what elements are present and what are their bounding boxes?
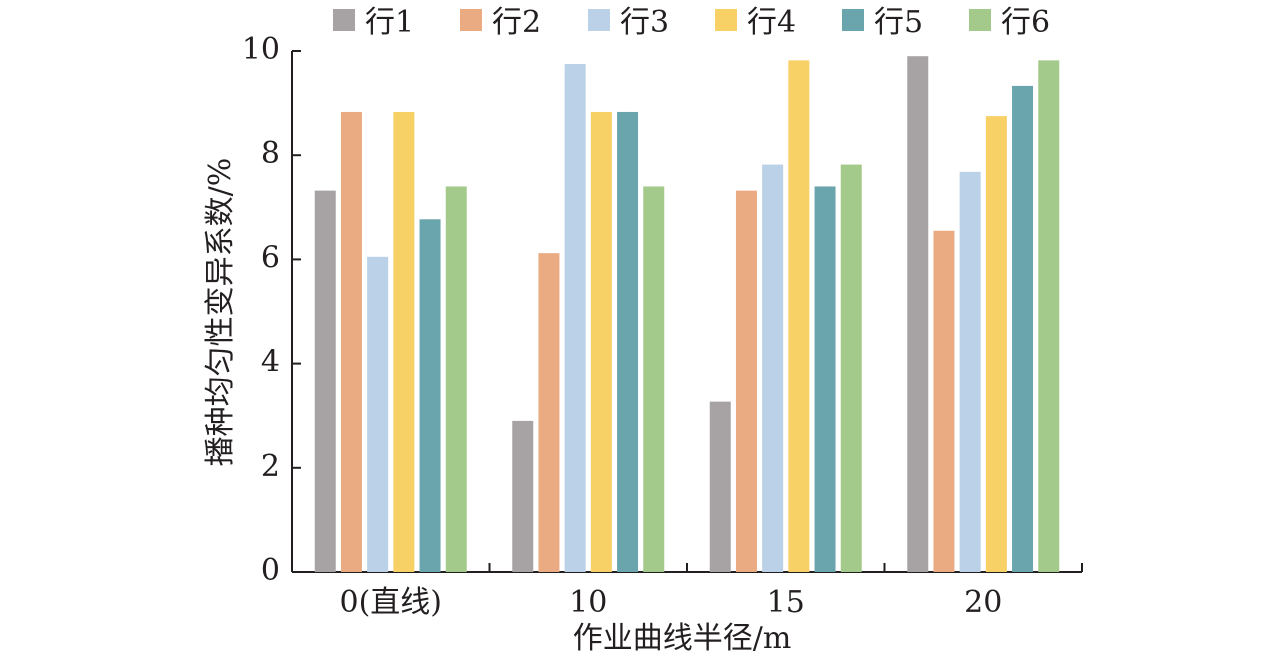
legend: 行1 行2 行3 行4 行5 行6 [333,5,1050,40]
bar [985,116,1007,572]
bar [340,111,362,572]
y-axis: 0 2 4 6 8 10 [242,32,301,588]
bar [788,60,810,573]
bar [1012,85,1034,573]
y-tick-label: 2 [261,449,280,484]
legend-swatch [333,9,355,31]
y-tick-label: 0 [261,553,280,588]
bar [959,171,981,572]
bar [538,253,560,572]
x-tick-label: 20 [964,585,1002,620]
bar [314,190,336,573]
bar [735,190,757,573]
y-axis-title: 播种均匀性变异系数/% [203,158,238,467]
bar [512,420,534,572]
bar [590,111,612,572]
legend-label: 行1 [365,5,414,40]
bar [840,164,862,572]
bar [814,186,836,572]
legend-label: 行4 [747,5,796,40]
bar [933,230,955,572]
x-tick-label: 15 [767,585,805,620]
bar [907,56,929,572]
bar [762,164,784,572]
x-tick-label: 10 [569,585,607,620]
bar [1038,60,1060,573]
bars [314,56,1060,573]
legend-label: 行5 [874,5,923,40]
legend-swatch [842,9,864,31]
y-tick-label: 4 [261,345,280,380]
x-tick-label: 0(直线) [340,585,443,620]
legend-swatch [969,9,991,31]
bar [419,219,441,572]
legend-swatch [588,9,610,31]
y-tick-label: 6 [261,240,280,275]
bar [445,186,467,572]
y-tick-label: 8 [261,136,280,171]
bar [617,111,639,572]
legend-label: 行3 [620,5,669,40]
bar [709,401,731,572]
y-tick-label: 10 [242,32,280,67]
legend-label: 行6 [1001,5,1050,40]
bar [643,186,665,572]
bar [367,256,389,572]
legend-swatch [460,9,482,31]
x-axis: 0(直线) 10 15 20 [291,563,1083,620]
legend-swatch [715,9,737,31]
bar [564,64,586,573]
legend-label: 行2 [492,5,541,40]
bar [393,111,415,572]
x-axis-title: 作业曲线半径/m [573,621,792,656]
